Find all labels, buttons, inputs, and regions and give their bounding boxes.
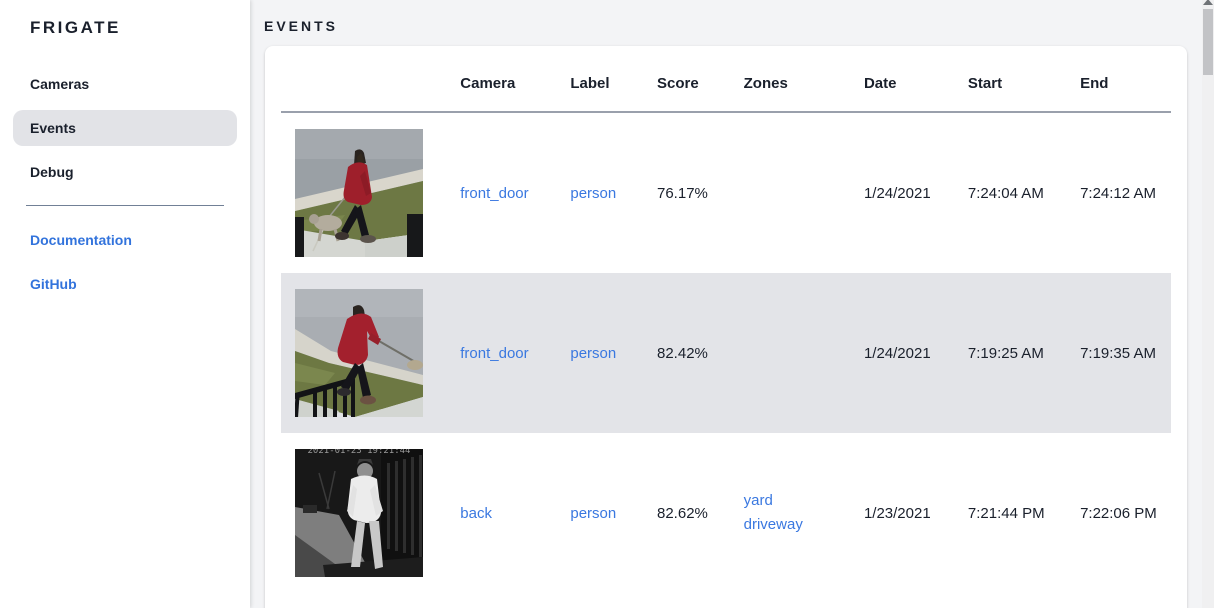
column-thumbnail bbox=[281, 46, 453, 113]
camera-link[interactable]: front_door bbox=[460, 184, 529, 202]
date-value: 1/23/2021 bbox=[863, 504, 931, 522]
start-value: 7:24:04 AM bbox=[967, 184, 1044, 202]
end-value: 7:22:06 PM bbox=[1080, 504, 1157, 522]
scroll-up-arrow-icon[interactable] bbox=[1203, 0, 1213, 5]
event-thumbnail-person-hoodie-daytime[interactable] bbox=[295, 289, 423, 417]
start-value: 7:19:25 AM bbox=[967, 344, 1044, 362]
event-row[interactable]: front_door person 76.17% 1/24/2021 7:24:… bbox=[281, 112, 1171, 273]
table-header-row: Camera Label Score Zones Date Start End bbox=[281, 46, 1171, 113]
event-thumbnail-person-night-infrared[interactable]: 2021-01-23 19:21:44 bbox=[295, 449, 423, 577]
zones-cell: yard driveway bbox=[736, 433, 856, 593]
thumbnail-timestamp-overlay: 2021-01-23 19:21:44 bbox=[308, 449, 411, 456]
event-thumbnail-person-dog-daytime[interactable] bbox=[295, 129, 423, 257]
camera-link[interactable]: back bbox=[460, 504, 492, 522]
sidebar-item-events[interactable]: Events bbox=[13, 110, 237, 146]
event-row-selected[interactable]: front_door person 82.42% 1/24/2021 7:19:… bbox=[281, 273, 1171, 433]
sidebar-item-label: Debug bbox=[30, 164, 74, 180]
end-value: 7:24:12 AM bbox=[1080, 184, 1156, 202]
zones-cell bbox=[736, 273, 856, 433]
zone-link-driveway[interactable]: driveway bbox=[743, 516, 803, 533]
sidebar-item-cameras[interactable]: Cameras bbox=[13, 66, 237, 102]
events-table: Camera Label Score Zones Date Start End bbox=[281, 46, 1171, 593]
label-link[interactable]: person bbox=[570, 504, 617, 522]
scrollbar-thumb[interactable] bbox=[1203, 9, 1213, 75]
end-value: 7:19:35 AM bbox=[1080, 344, 1156, 362]
column-start: Start bbox=[959, 46, 1073, 113]
sidebar-item-debug[interactable]: Debug bbox=[13, 154, 237, 190]
app-logo: FRIGATE bbox=[30, 18, 121, 37]
events-card: Camera Label Score Zones Date Start End bbox=[265, 46, 1187, 608]
camera-link[interactable]: front_door bbox=[460, 344, 529, 362]
column-camera: Camera bbox=[452, 46, 563, 113]
column-zones: Zones bbox=[735, 46, 856, 113]
event-row[interactable]: 2021-01-23 19:21:44 back person 82.62% y… bbox=[281, 433, 1171, 593]
zones-cell bbox=[736, 112, 856, 273]
sidebar-link-documentation[interactable]: Documentation bbox=[13, 222, 237, 258]
label-link[interactable]: person bbox=[570, 184, 617, 202]
sidebar-item-label: Events bbox=[30, 120, 76, 136]
vertical-scrollbar[interactable] bbox=[1202, 0, 1214, 608]
column-end: End bbox=[1072, 46, 1171, 113]
page-title: EVENTS bbox=[264, 18, 339, 34]
column-label: Label bbox=[562, 46, 649, 113]
sidebar-link-label: Documentation bbox=[30, 232, 132, 248]
sidebar-nav: Cameras Events Debug Documentation GitHu… bbox=[0, 66, 250, 302]
sidebar-link-label: GitHub bbox=[30, 276, 77, 292]
zone-link-yard[interactable]: yard bbox=[743, 492, 773, 509]
score-value: 76.17% bbox=[657, 184, 708, 202]
column-date: Date bbox=[855, 46, 960, 113]
start-value: 7:21:44 PM bbox=[967, 504, 1045, 522]
date-value: 1/24/2021 bbox=[863, 344, 931, 362]
sidebar-divider bbox=[26, 205, 224, 206]
score-value: 82.42% bbox=[657, 344, 708, 362]
sidebar: FRIGATE Cameras Events Debug Documentati… bbox=[0, 0, 250, 608]
column-score: Score bbox=[649, 46, 736, 113]
main-content: EVENTS Camera Label Score Zones Date Sta… bbox=[250, 0, 1214, 608]
label-link[interactable]: person bbox=[570, 344, 617, 362]
sidebar-item-label: Cameras bbox=[30, 76, 90, 92]
score-value: 82.62% bbox=[657, 504, 708, 522]
sidebar-link-github[interactable]: GitHub bbox=[13, 266, 237, 302]
date-value: 1/24/2021 bbox=[863, 184, 931, 202]
